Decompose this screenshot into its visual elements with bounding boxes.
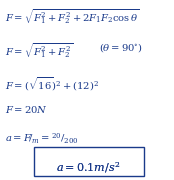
Text: $\mathit{a}=0.1m/s^2$: $\mathit{a}=0.1m/s^2$ [56, 160, 120, 175]
FancyBboxPatch shape [34, 147, 144, 176]
Text: $\mathit{F}=\sqrt{F_1^2+F_2^2+2F_1F_2\cos\theta}$: $\mathit{F}=\sqrt{F_1^2+F_2^2+2F_1F_2\co… [5, 7, 140, 26]
Text: $\mathit{F}=\sqrt{F_1^2+F_2^2}$: $\mathit{F}=\sqrt{F_1^2+F_2^2}$ [5, 41, 74, 60]
Text: $\mathit{F}=(\sqrt{16})^2+(12)^2$: $\mathit{F}=(\sqrt{16})^2+(12)^2$ [5, 76, 99, 93]
Text: $\mathit{a}=0.1m/s^2$: $\mathit{a}=0.1m/s^2$ [56, 160, 120, 175]
Text: $\mathit{a}=\mathit{F}\!/_{m}={}^{20}/_{200}$: $\mathit{a}=\mathit{F}\!/_{m}={}^{20}/_{… [5, 131, 79, 145]
Text: $\mathit{F}=20\mathit{N}$: $\mathit{F}=20\mathit{N}$ [5, 104, 48, 115]
Text: $(\theta=90^{\circ})$: $(\theta=90^{\circ})$ [99, 41, 143, 54]
